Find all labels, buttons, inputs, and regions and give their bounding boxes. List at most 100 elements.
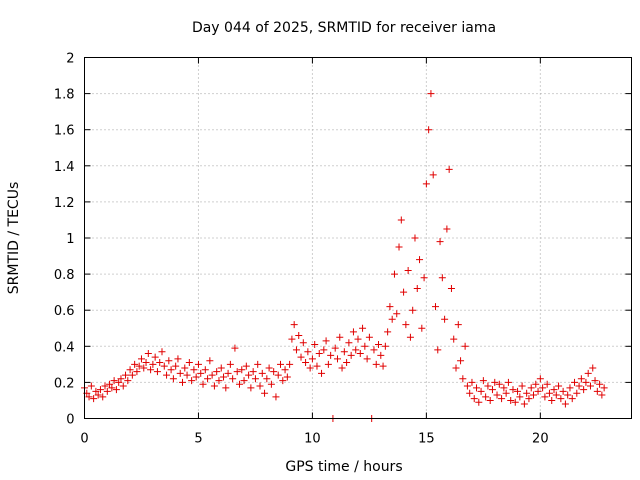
data-point	[400, 288, 408, 296]
data-point	[427, 90, 435, 98]
data-point	[222, 384, 230, 392]
data-point	[568, 395, 576, 403]
data-point	[131, 360, 139, 368]
data-point	[199, 380, 207, 388]
data-point	[149, 360, 157, 368]
y-tick-label: 1.8	[54, 88, 75, 103]
data-point	[502, 389, 510, 397]
data-point	[475, 398, 483, 406]
data-point	[126, 366, 134, 374]
data-point	[324, 360, 332, 368]
data-point	[479, 377, 487, 385]
data-point	[308, 355, 316, 363]
data-point	[509, 386, 517, 394]
data-point	[112, 386, 120, 394]
data-point	[247, 384, 255, 392]
data-point	[185, 359, 193, 367]
y-tick-label: 0.8	[54, 268, 75, 283]
data-point	[140, 364, 148, 372]
data-point	[108, 384, 116, 392]
data-point	[183, 371, 191, 379]
data-point	[85, 393, 93, 401]
data-point	[447, 285, 455, 293]
data-point	[347, 351, 355, 359]
data-point	[336, 333, 344, 341]
data-point	[395, 243, 403, 251]
x-tick-label: 5	[194, 432, 202, 447]
data-point	[220, 373, 228, 381]
data-point	[352, 346, 360, 354]
y-tick-label: 1.2	[54, 196, 75, 211]
data-point	[388, 315, 396, 323]
data-point	[416, 256, 424, 264]
data-point	[295, 331, 303, 339]
data-point	[192, 373, 200, 381]
data-point	[354, 335, 362, 343]
data-point	[181, 364, 189, 372]
data-point	[345, 339, 353, 347]
data-point	[359, 324, 367, 332]
data-point	[288, 335, 296, 343]
data-point	[311, 340, 319, 348]
data-point	[527, 384, 535, 392]
data-point	[550, 386, 558, 394]
data-point	[318, 369, 326, 377]
data-point	[468, 378, 476, 386]
data-point	[571, 378, 579, 386]
y-tick-label: 0.2	[54, 376, 75, 391]
data-point	[320, 346, 328, 354]
data-point	[292, 346, 300, 354]
data-point	[504, 378, 512, 386]
data-point	[365, 333, 373, 341]
data-point	[96, 386, 104, 394]
data-point	[306, 364, 314, 372]
data-point	[361, 342, 369, 350]
data-point	[349, 328, 357, 336]
data-point	[473, 384, 481, 392]
data-point	[103, 387, 111, 395]
data-point	[452, 364, 460, 372]
data-point	[94, 391, 102, 399]
data-point	[333, 355, 341, 363]
data-point	[217, 364, 225, 372]
data-point	[304, 348, 312, 356]
data-point	[267, 380, 275, 388]
data-point	[575, 382, 583, 390]
data-point	[106, 380, 114, 388]
data-point	[584, 369, 592, 377]
data-point	[147, 366, 155, 374]
data-point	[431, 303, 439, 311]
chart-title: Day 044 of 2025, SRMTID for receiver iam…	[192, 20, 496, 36]
data-point	[409, 306, 417, 314]
data-point	[438, 274, 446, 282]
data-point	[229, 375, 237, 383]
data-point	[258, 369, 266, 377]
data-point	[461, 342, 469, 350]
data-point	[393, 310, 401, 318]
data-point	[99, 393, 107, 401]
data-point	[286, 360, 294, 368]
data-point	[390, 270, 398, 278]
data-point	[158, 348, 166, 356]
data-point	[488, 386, 496, 394]
data-point	[514, 387, 522, 395]
data-point	[101, 382, 109, 390]
data-point	[541, 393, 549, 401]
data-point	[377, 351, 385, 359]
data-point	[92, 387, 100, 395]
data-point	[144, 350, 152, 358]
data-point	[210, 382, 218, 390]
data-point	[500, 384, 508, 392]
y-tick-label: 0.4	[54, 340, 75, 355]
data-point	[375, 340, 383, 348]
data-point	[370, 346, 378, 354]
data-point	[525, 395, 533, 403]
data-point	[386, 303, 394, 311]
data-point	[363, 355, 371, 363]
data-point	[491, 378, 499, 386]
data-point	[110, 377, 118, 385]
data-point	[548, 396, 556, 404]
data-point	[586, 382, 594, 390]
data-point	[265, 364, 273, 372]
data-point	[133, 368, 141, 376]
